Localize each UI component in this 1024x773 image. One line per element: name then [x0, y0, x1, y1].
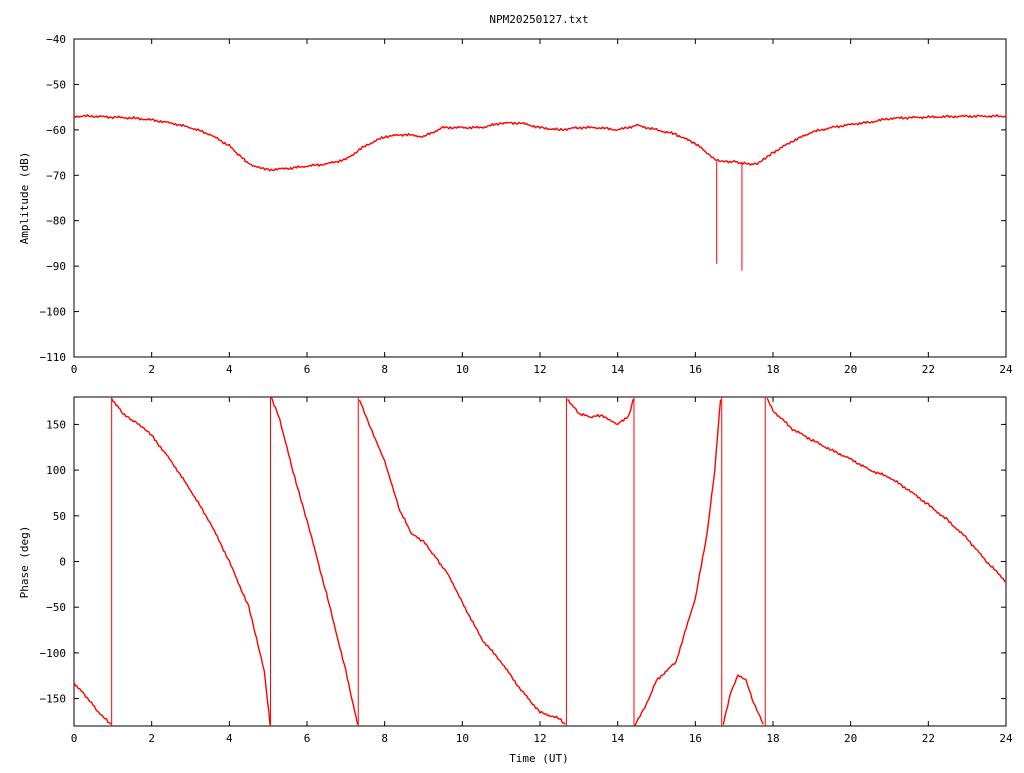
y-tick-label: 100 — [46, 464, 66, 477]
x-tick-label: 2 — [148, 732, 155, 745]
x-tick-label: 0 — [71, 363, 78, 376]
x-tick-label: 14 — [611, 363, 625, 376]
x-tick-label: 10 — [456, 732, 469, 745]
y-tick-label: −70 — [46, 169, 66, 182]
phase-x-axis-label: Time (UT) — [509, 752, 569, 765]
x-tick-label: 14 — [611, 732, 625, 745]
phase-line-segment — [358, 399, 566, 725]
phase-y-axis-label: Phase (deg) — [18, 526, 31, 599]
phase-plot-frame — [73, 396, 1007, 727]
phase-line-segment — [722, 674, 764, 725]
y-tick-label: 50 — [53, 510, 66, 523]
phase-line-segment — [270, 397, 359, 725]
x-tick-label: 18 — [766, 732, 779, 745]
y-tick-label: −100 — [40, 306, 67, 319]
x-tick-label: 18 — [766, 363, 779, 376]
phase-line-segment — [111, 398, 271, 726]
amplitude-y-axis-label: Amplitude (dB) — [18, 152, 31, 245]
x-tick-label: 0 — [71, 732, 78, 745]
x-tick-label: 16 — [689, 732, 702, 745]
amplitude-ticks: 0 2 4 6 8 10 12 14 16 18 20 22 24−110−100−90−80−70−6… — [40, 33, 1013, 376]
amplitude-panel: Amplitude (dB) 0 2 4 6 8 10 12 14 16 18 20 22 24−110… — [18, 33, 1013, 376]
x-tick-label: 22 — [922, 363, 935, 376]
y-tick-label: −150 — [40, 693, 67, 706]
x-tick-label: 8 — [381, 363, 388, 376]
x-tick-label: 8 — [381, 732, 388, 745]
y-tick-label: −50 — [46, 601, 66, 614]
x-tick-label: 20 — [844, 732, 857, 745]
phase-line-segment — [766, 397, 1007, 583]
y-tick-label: −50 — [46, 78, 66, 91]
y-tick-label: −100 — [40, 647, 67, 660]
y-tick-label: −40 — [46, 33, 66, 46]
amplitude-plot-frame — [73, 38, 1007, 358]
chart-title: NPM20250127.txt — [489, 13, 588, 26]
phase-ticks: 0 2 4 6 8 10 12 14 16 18 20 22 24−150−100−5005010015… — [40, 397, 1013, 745]
x-tick-label: 6 — [304, 732, 311, 745]
x-tick-label: 24 — [999, 732, 1013, 745]
phase-series — [73, 397, 1007, 726]
y-tick-label: −80 — [46, 215, 66, 228]
phase-panel: Phase (deg) Time (UT) 0 2 4 6 8 10 12 14 16 18 20 2… — [18, 396, 1013, 765]
x-tick-label: 4 — [226, 363, 233, 376]
phase-line-segment — [634, 399, 722, 726]
x-tick-label: 20 — [844, 363, 857, 376]
y-tick-label: 150 — [46, 418, 66, 431]
x-tick-label: 24 — [999, 363, 1013, 376]
phase-line-segment — [566, 399, 634, 426]
y-tick-label: −60 — [46, 124, 66, 137]
x-tick-label: 6 — [304, 363, 311, 376]
x-tick-label: 4 — [226, 732, 233, 745]
amplitude-series — [73, 114, 1007, 271]
x-tick-label: 2 — [148, 363, 155, 376]
x-tick-label: 16 — [689, 363, 702, 376]
x-tick-label: 12 — [533, 363, 546, 376]
y-tick-label: −110 — [40, 351, 67, 364]
amplitude-line — [73, 114, 1007, 172]
y-tick-label: 0 — [59, 556, 66, 569]
phase-line-segment — [73, 682, 112, 725]
x-tick-label: 22 — [922, 732, 935, 745]
x-tick-label: 12 — [533, 732, 546, 745]
y-tick-label: −90 — [46, 260, 66, 273]
x-tick-label: 10 — [456, 363, 469, 376]
